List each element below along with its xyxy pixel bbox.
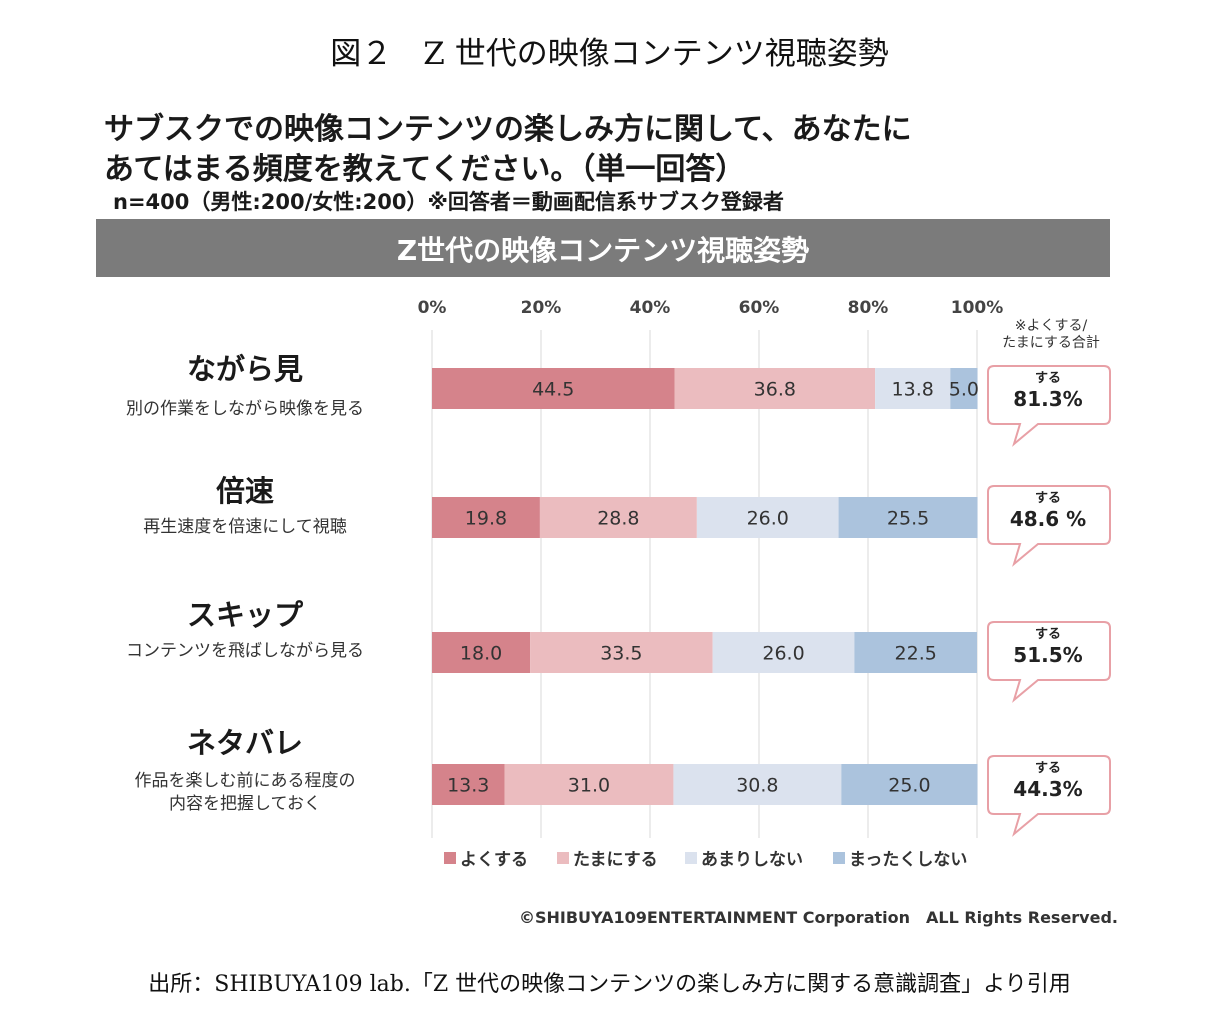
x-tick-label: 40% — [630, 298, 671, 318]
category-label: 倍速 — [215, 474, 274, 508]
data-label: 13.8 — [892, 379, 934, 401]
callout-total-value: 51.5% — [1013, 643, 1082, 667]
source-caption: 出所：SHIBUYA109 lab.「Z 世代の映像コンテンツの楽しみ方に関する… — [148, 972, 1071, 997]
data-label: 13.3 — [447, 775, 489, 797]
chart-banner-title: Z世代の映像コンテンツ視聴姿勢 — [396, 234, 810, 267]
x-tick-label: 0% — [418, 298, 447, 318]
category-label: ながら見 — [186, 352, 303, 386]
x-tick-label: 20% — [521, 298, 562, 318]
legend-swatch — [444, 852, 456, 864]
bar-segment — [432, 764, 505, 805]
bar-segment — [950, 368, 978, 409]
bar-segment — [673, 764, 842, 805]
bar-segment — [539, 497, 697, 538]
chart-banner — [96, 219, 1110, 277]
question-line-2: あてはまる頻度を教えてください。（単一回答） — [104, 152, 746, 187]
data-label: 25.5 — [887, 508, 929, 530]
callout-total-value: 81.3% — [1013, 387, 1082, 411]
bar-segment — [838, 497, 978, 538]
total-callout-bubble — [987, 365, 1111, 447]
category-label: ネタバレ — [186, 726, 303, 760]
data-label: 31.0 — [568, 775, 610, 797]
category-label: スキップ — [186, 598, 303, 632]
bar-segment — [841, 764, 978, 805]
total-note-line-1: ※よくする/ — [1014, 318, 1088, 334]
legend-label: たまにする — [573, 850, 658, 870]
x-tick-label: 100% — [951, 298, 1004, 318]
callout-label: する — [1035, 491, 1061, 506]
bar-segment — [432, 368, 675, 409]
bar-segment — [504, 764, 674, 805]
bar-segment — [530, 632, 713, 673]
legend-swatch — [685, 852, 697, 864]
category-description: コンテンツを飛ばしながら見る — [126, 641, 364, 661]
category-description: 再生速度を倍速にして視聴 — [143, 517, 347, 537]
data-label: 44.5 — [532, 379, 574, 401]
category-description: 内容を把握しておく — [169, 794, 321, 814]
bar-segment — [432, 632, 531, 673]
x-tick-label: 60% — [739, 298, 780, 318]
legend-label: よくする — [460, 850, 528, 870]
total-note: ※よくする/ たまにする合計 — [986, 318, 1116, 352]
callout-total-value: 44.3% — [1013, 777, 1082, 801]
category-description: 作品を楽しむ前にある程度の — [134, 771, 356, 791]
total-callout-bubble — [987, 755, 1111, 837]
bar-segment — [875, 368, 951, 409]
data-label: 30.8 — [736, 775, 778, 797]
question-line-1: サブスクでの映像コンテンツの楽しみ方に関して、あなたに — [104, 112, 912, 147]
bar-segment — [674, 368, 876, 409]
legend-swatch — [557, 852, 569, 864]
callout-label: する — [1035, 371, 1061, 386]
callout-label: する — [1035, 627, 1061, 642]
data-label: 33.5 — [600, 643, 642, 665]
data-label: 22.5 — [895, 643, 937, 665]
data-label: 19.8 — [465, 508, 507, 530]
total-note-line-2: たまにする合計 — [1002, 335, 1100, 351]
data-label: 25.0 — [888, 775, 930, 797]
data-label: 26.0 — [747, 508, 789, 530]
total-callout-bubble — [987, 485, 1111, 567]
sample-note: n=400（男性:200/女性:200）※回答者＝動画配信系サブスク登録者 — [113, 190, 784, 214]
bar-segment — [432, 497, 540, 538]
data-label: 36.8 — [754, 379, 796, 401]
bar-segment — [712, 632, 855, 673]
bar-segment — [696, 497, 839, 538]
data-label: 26.0 — [762, 643, 804, 665]
legend-swatch — [833, 852, 845, 864]
data-label: 5.0 — [949, 379, 979, 401]
category-description: 別の作業をしながら映像を見る — [126, 399, 364, 419]
total-callout-bubble — [987, 621, 1111, 703]
legend-label: まったくしない — [849, 850, 967, 870]
data-label: 18.0 — [460, 643, 502, 665]
data-label: 28.8 — [597, 508, 639, 530]
legend-label: あまりしない — [701, 850, 803, 870]
x-tick-label: 80% — [848, 298, 889, 318]
copyright-credit: ©SHIBUYA109ENTERTAINMENT Corporation ALL… — [518, 908, 1118, 927]
callout-total-value: 48.6 % — [1010, 507, 1086, 531]
bar-segment — [854, 632, 977, 673]
figure-title: 図２ Z 世代の映像コンテンツ視聴姿勢 — [330, 36, 889, 72]
callout-label: する — [1035, 761, 1061, 776]
